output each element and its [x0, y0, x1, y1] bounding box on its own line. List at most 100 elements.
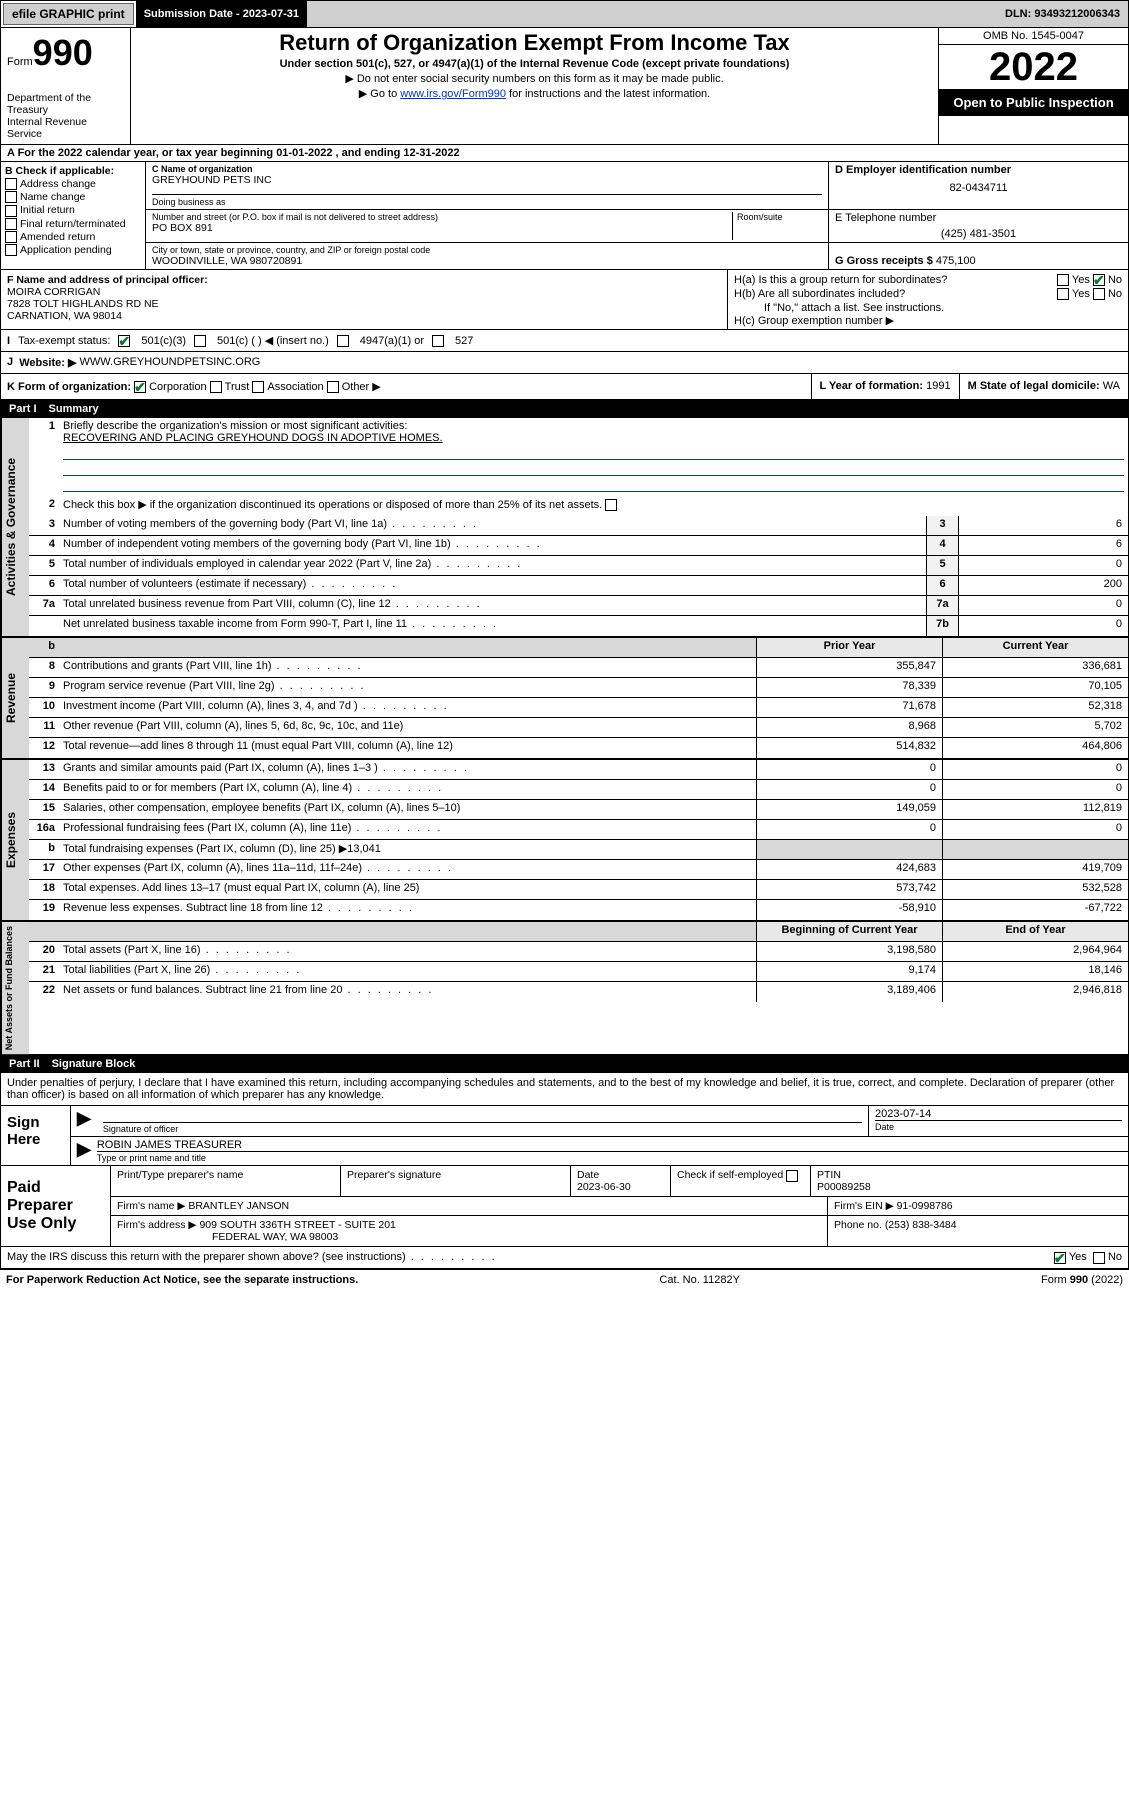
k-trust-check[interactable]	[210, 381, 222, 393]
l16b-text: Total fundraising expenses (Part IX, col…	[63, 843, 347, 855]
efile-print-button[interactable]: efile GRAPHIC print	[3, 3, 134, 25]
firm-addr1: 909 SOUTH 336TH STREET - SUITE 201	[199, 1219, 395, 1231]
l2-check[interactable]	[605, 499, 617, 511]
l6-text: Total number of volunteers (estimate if …	[59, 576, 926, 595]
l3-text: Number of voting members of the governin…	[59, 516, 926, 535]
hdr-end: End of Year	[942, 922, 1128, 941]
k-assoc: Association	[267, 381, 323, 393]
form-subtitle: Under section 501(c), 527, or 4947(a)(1)…	[137, 58, 932, 70]
page-footer: For Paperwork Reduction Act Notice, see …	[0, 1270, 1129, 1290]
l12-prior: 514,832	[756, 738, 942, 758]
i-lbl: Tax-exempt status:	[18, 335, 110, 347]
i-527-check[interactable]	[432, 335, 444, 347]
ein-value: 82-0434711	[835, 182, 1122, 194]
l13-curr: 0	[942, 760, 1128, 779]
ha-lbl: H(a) Is this a group return for subordin…	[734, 274, 947, 286]
may-no: No	[1108, 1251, 1122, 1263]
dept-label: Department of the Treasury	[7, 92, 124, 116]
may-yes-check[interactable]	[1054, 1252, 1066, 1264]
check-app-pending[interactable]	[5, 244, 17, 256]
prep-h3: Date	[577, 1169, 599, 1181]
l5-box: 5	[926, 556, 958, 575]
l3-box: 3	[926, 516, 958, 535]
d-lbl: D Employer identification number	[835, 164, 1122, 176]
hb-no: No	[1108, 288, 1122, 300]
l3-val: 6	[958, 516, 1128, 535]
officer-name-lbl: Type or print name and title	[97, 1151, 1128, 1163]
ha-yes-check[interactable]	[1057, 274, 1069, 286]
mission-line	[63, 478, 1124, 492]
i-4947-check[interactable]	[337, 335, 349, 347]
col-b-checks: B Check if applicable: Address change Na…	[1, 162, 146, 269]
l16a-curr: 0	[942, 820, 1128, 839]
check-address-change[interactable]	[5, 178, 17, 190]
l7b-val: 0	[958, 616, 1128, 636]
l8-curr: 336,681	[942, 658, 1128, 677]
hb-yes: Yes	[1072, 288, 1090, 300]
note-goto: ▶ Go to www.irs.gov/Form990 for instruct…	[137, 87, 932, 100]
check-initial-return[interactable]	[5, 205, 17, 217]
l8-prior: 355,847	[756, 658, 942, 677]
footer-mid: Cat. No. 11282Y	[659, 1274, 740, 1286]
officer-name: MOIRA CORRIGAN	[7, 286, 721, 298]
lbl-final-return: Final return/terminated	[20, 218, 126, 230]
k-other-check[interactable]	[327, 381, 339, 393]
firm-phone: (253) 838-3484	[885, 1219, 957, 1231]
l9-prior: 78,339	[756, 678, 942, 697]
l20-end: 2,964,964	[942, 942, 1128, 961]
may-discuss-text: May the IRS discuss this return with the…	[7, 1251, 1054, 1263]
signature-block: Under penalties of perjury, I declare th…	[1, 1073, 1128, 1268]
form-header: Form990 Department of the Treasury Inter…	[1, 28, 1128, 145]
check-final-return[interactable]	[5, 218, 17, 230]
ha-no-check[interactable]	[1093, 274, 1105, 286]
ein-lbl: Firm's EIN ▶	[834, 1200, 894, 1212]
l22-beg: 3,189,406	[756, 982, 942, 1002]
firm-addr-lbl: Firm's address ▶	[117, 1219, 197, 1231]
l5-text: Total number of individuals employed in …	[59, 556, 926, 575]
self-employed-check[interactable]	[786, 1170, 798, 1182]
firm-phone-lbl: Phone no.	[834, 1219, 882, 1231]
irs-link[interactable]: www.irs.gov/Form990	[400, 88, 506, 100]
l15-prior: 149,059	[756, 800, 942, 819]
ptin-value: P00089258	[817, 1181, 871, 1193]
hc-lbl: H(c) Group exemption number ▶	[734, 314, 1122, 327]
k-assoc-check[interactable]	[252, 381, 264, 393]
check-name-change[interactable]	[5, 191, 17, 203]
side-expenses: Expenses	[1, 760, 29, 920]
l14-curr: 0	[942, 780, 1128, 799]
i-501c3-check[interactable]	[118, 335, 130, 347]
l-lbl: L Year of formation:	[820, 380, 924, 392]
hb-yes-check[interactable]	[1057, 288, 1069, 300]
may-yes: Yes	[1069, 1251, 1087, 1263]
l16b-val: 13,041	[347, 843, 381, 855]
l8-text: Contributions and grants (Part VIII, lin…	[59, 658, 756, 677]
c-name-lbl: C Name of organization	[152, 164, 822, 174]
mission-text: RECOVERING AND PLACING GREYHOUND DOGS IN…	[63, 432, 443, 444]
l1-lbl: Briefly describe the organization's miss…	[63, 420, 407, 432]
prep-date: 2023-06-30	[577, 1181, 631, 1193]
l22-end: 2,946,818	[942, 982, 1128, 1002]
l15-text: Salaries, other compensation, employee b…	[59, 800, 756, 819]
check-amended[interactable]	[5, 231, 17, 243]
part2-name: Signature Block	[52, 1058, 136, 1070]
open-public-badge: Open to Public Inspection	[939, 89, 1128, 116]
may-no-check[interactable]	[1093, 1252, 1105, 1264]
row-klm: K Form of organization: Corporation Trus…	[1, 374, 1128, 400]
part1-tag: Part I	[9, 403, 37, 415]
l17-text: Other expenses (Part IX, column (A), lin…	[59, 860, 756, 879]
l16a-prior: 0	[756, 820, 942, 839]
i-501c3: 501(c)(3)	[141, 335, 186, 347]
revenue-block: Revenue bPrior YearCurrent Year 8Contrib…	[1, 638, 1128, 760]
k-corp-check[interactable]	[134, 381, 146, 393]
l10-curr: 52,318	[942, 698, 1128, 717]
l12-text: Total revenue—add lines 8 through 11 (mu…	[59, 738, 756, 758]
lbl-name-change: Name change	[20, 191, 85, 203]
hb-no-check[interactable]	[1093, 288, 1105, 300]
room-lbl: Room/suite	[737, 212, 822, 222]
sign-here-label: Sign Here	[1, 1106, 71, 1165]
l21-text: Total liabilities (Part X, line 26)	[59, 962, 756, 981]
i-501c-check[interactable]	[194, 335, 206, 347]
firm-lbl: Firm's name ▶	[117, 1200, 185, 1212]
l19-curr: -67,722	[942, 900, 1128, 920]
k-corp: Corporation	[149, 381, 206, 393]
